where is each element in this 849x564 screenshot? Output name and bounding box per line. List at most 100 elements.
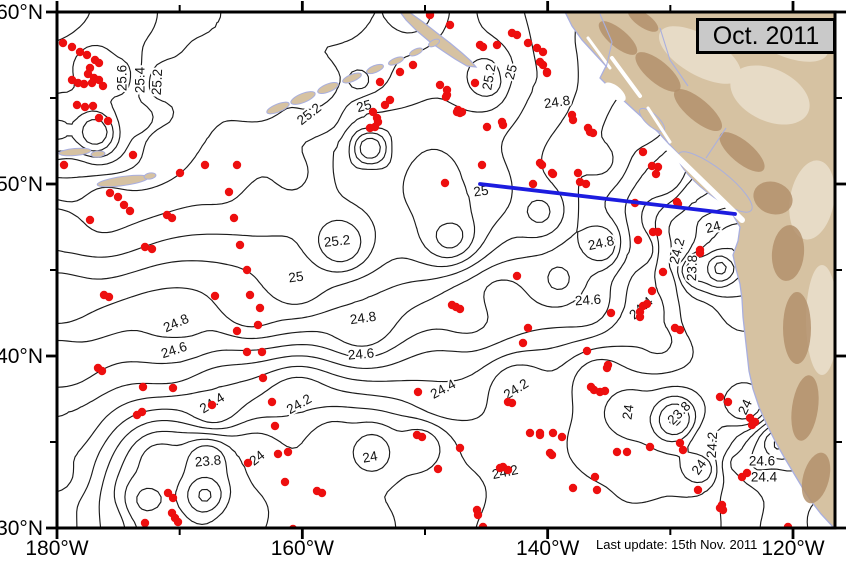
station-dot: [79, 79, 89, 89]
contour-line-24.0: [124, 223, 766, 528]
station-dot: [200, 160, 210, 170]
station-dot: [242, 265, 252, 275]
terrain-mountain-patch: [673, 88, 723, 132]
station-dot: [280, 477, 290, 487]
terrain-mountain-patch: [801, 452, 831, 504]
contour-line-25.2: [57, 12, 432, 203]
x-axis-tick-label: 140°W: [516, 537, 579, 560]
station-dot: [715, 503, 725, 513]
station-dot: [482, 122, 492, 132]
contour-line-23.7: [198, 261, 727, 502]
station-dot: [647, 286, 657, 296]
contour-line-25.4: [57, 12, 159, 166]
contour-line-24.8: [57, 12, 580, 328]
island: [290, 91, 316, 105]
station-dot: [229, 213, 239, 223]
station-dot: [425, 12, 435, 20]
terrain-mountain-patch: [635, 52, 681, 92]
y-axis-tick-label: 30°N: [0, 517, 43, 540]
x-axis-tick-label: 180°W: [25, 537, 88, 560]
station-dot: [433, 464, 443, 474]
contour-label: 24.2: [666, 236, 687, 265]
contour-label: 24.6: [159, 339, 189, 361]
station-dot: [600, 386, 610, 396]
station-dot: [270, 421, 280, 431]
station-dot: [538, 47, 548, 57]
station-dot: [715, 392, 725, 402]
station-dot: [104, 292, 114, 302]
station-dot: [507, 398, 517, 408]
contour-line-25.7: [81, 119, 108, 145]
station-dot: [242, 347, 252, 357]
station-dot: [645, 442, 655, 452]
station-dot: [523, 38, 533, 48]
station-dot: [224, 187, 234, 197]
contour-line-25.3: [57, 12, 222, 179]
station-dot: [518, 338, 528, 348]
station-dot: [375, 77, 385, 87]
contour-label: 23.8: [684, 255, 700, 282]
contour-label: 24.4: [751, 470, 778, 485]
x-axis-tick-label: 160°W: [271, 537, 334, 560]
station-dot: [232, 326, 242, 336]
contour-label: 24: [735, 397, 755, 417]
station-dot: [503, 465, 513, 475]
station-dot: [119, 200, 129, 210]
island: [387, 56, 405, 66]
station-dot: [535, 158, 545, 168]
station-dot: [658, 267, 668, 277]
contour-label: 24.8: [543, 93, 571, 112]
station-dot: [88, 101, 98, 111]
island: [266, 101, 290, 115]
contour-label: 24.8: [587, 233, 616, 253]
station-dot: [547, 168, 557, 178]
station-dot: [498, 120, 508, 130]
station-dot: [455, 108, 465, 118]
station-dot: [695, 248, 705, 258]
station-dot: [542, 67, 552, 77]
station-dot: [675, 438, 685, 448]
station-dot: [723, 397, 733, 407]
terrain-light-patch: [730, 65, 810, 125]
contour-line-23.8: [187, 255, 735, 513]
month-title-box: Oct. 2011: [696, 18, 836, 54]
station-dot: [581, 179, 591, 189]
station-dot: [80, 102, 90, 112]
contour-line-25.6: [57, 110, 114, 152]
station-dot: [267, 397, 277, 407]
last-update-text: Last update: 15th Nov. 2011: [596, 537, 758, 552]
island: [366, 63, 384, 75]
station-dot: [445, 20, 455, 30]
station-dot: [140, 518, 150, 528]
station-dot: [94, 58, 104, 68]
coastal-channel: [610, 56, 642, 98]
terrain-mountain-patch: [771, 225, 805, 281]
station-dot: [258, 373, 268, 383]
station-dot: [548, 428, 558, 438]
contour-label: 25: [502, 63, 520, 81]
station-dot: [273, 449, 283, 459]
station-dot: [82, 50, 92, 60]
island: [342, 72, 362, 84]
station-dot: [83, 69, 93, 79]
station-dot: [168, 383, 178, 393]
station-dot: [408, 60, 418, 70]
station-dot: [75, 47, 85, 57]
contour-label: 25: [288, 269, 305, 286]
contour-label: 24.6: [749, 454, 775, 469]
terrain-mountain-patch: [783, 292, 811, 364]
contour-label: 24.2: [704, 431, 720, 458]
station-dot: [257, 347, 267, 357]
island: [58, 147, 92, 157]
station-dot: [94, 75, 104, 85]
contour-label: 24: [704, 218, 723, 236]
contour-label: 24.8: [349, 309, 377, 328]
station-dot: [253, 320, 263, 330]
snowfield-patch: [580, 50, 596, 64]
contour-label: 25.4: [133, 66, 148, 93]
station-dot: [385, 95, 395, 105]
station-dot: [167, 213, 177, 223]
station-dot: [255, 303, 265, 313]
station-dot: [582, 346, 592, 356]
